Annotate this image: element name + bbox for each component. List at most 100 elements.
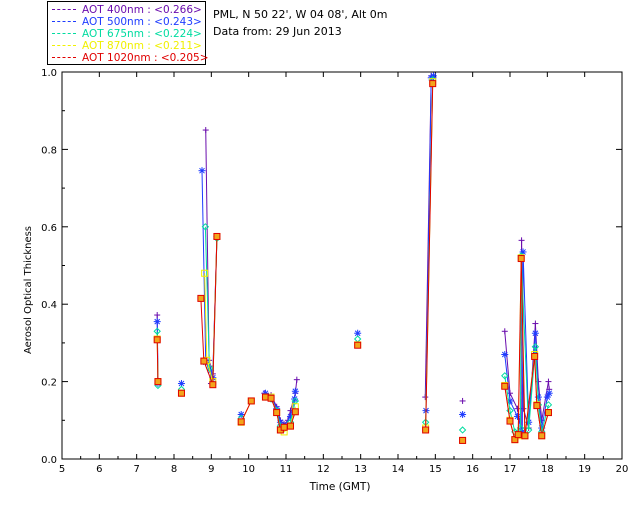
series-line-segment <box>541 412 549 436</box>
y-tick-label: 0.0 <box>41 455 57 466</box>
data-point <box>459 436 467 444</box>
data-point <box>533 402 541 410</box>
y-axis-label: Aerosol Optical Thickness <box>23 226 34 354</box>
data-point <box>513 412 521 420</box>
marker-stroke <box>238 411 245 418</box>
data-point <box>247 397 255 405</box>
data-point <box>293 376 300 383</box>
marker-stroke <box>207 367 214 374</box>
legend-item-500nm: AOT 500nm : <0.243> <box>48 16 205 28</box>
data-point <box>154 378 162 386</box>
data-point <box>291 408 299 416</box>
legend-item-1020nm: AOT 1020nm : <0.205> <box>48 52 209 64</box>
data-point <box>422 394 429 401</box>
series-line-segment <box>504 386 511 422</box>
data-point <box>153 327 161 335</box>
x-tick-label: 6 <box>96 464 102 475</box>
legend-label: AOT 400nm : <0.266> <box>82 4 202 16</box>
data-point <box>459 410 467 418</box>
x-tick-label: 19 <box>578 464 591 475</box>
data-point <box>506 417 514 425</box>
marker-stroke <box>532 330 539 337</box>
series-line-segment <box>509 392 518 409</box>
series-line-segment <box>200 298 205 362</box>
series-line-segment <box>204 273 208 361</box>
data-point <box>280 423 288 431</box>
x-tick-label: 17 <box>504 464 517 475</box>
series-line-segment <box>504 375 511 411</box>
x-tick-label: 14 <box>392 464 405 475</box>
data-point <box>429 80 437 88</box>
data-point <box>535 378 542 385</box>
series-line-segment <box>509 400 518 417</box>
marker-stroke <box>154 318 161 325</box>
data-point <box>198 167 206 175</box>
x-tick-label: 5 <box>59 464 65 475</box>
data-point <box>544 409 552 417</box>
data-point <box>517 255 525 263</box>
legend-swatch <box>52 33 76 34</box>
marker-stroke <box>199 167 205 174</box>
data-point <box>177 389 185 397</box>
data-point <box>202 127 209 134</box>
series-line-segment <box>425 83 434 430</box>
data-date: Data from: 29 Jun 2013 <box>213 25 342 38</box>
legend-label: AOT 500nm : <0.243> <box>82 16 202 28</box>
data-point <box>209 381 217 389</box>
series-line-segment <box>536 405 543 436</box>
marker-stroke <box>459 411 466 418</box>
legend-swatch <box>52 57 76 58</box>
y-tick-label: 0.6 <box>41 223 57 234</box>
series-aot-675nm <box>153 76 553 436</box>
series-line-segment <box>206 360 214 382</box>
data-point <box>201 269 209 277</box>
series-line-segment <box>203 360 214 385</box>
x-tick-label: 13 <box>354 464 367 475</box>
x-tick-label: 12 <box>317 464 330 475</box>
data-point <box>267 394 275 402</box>
data-point <box>237 410 245 418</box>
x-tick-label: 8 <box>171 464 177 475</box>
data-point <box>200 357 208 365</box>
series-line-segment <box>524 356 536 436</box>
data-point <box>531 343 540 351</box>
series-line-segment <box>204 226 210 369</box>
marker-stroke <box>292 388 299 395</box>
data-point <box>458 426 467 434</box>
data-point <box>514 405 521 412</box>
series-line-segment <box>504 354 511 402</box>
data-point <box>518 237 525 244</box>
data-point <box>514 431 522 439</box>
data-point <box>524 426 533 434</box>
data-point <box>207 367 215 375</box>
data-point <box>501 351 509 359</box>
legend-item-675nm: AOT 675nm : <0.224> <box>48 28 205 40</box>
data-point <box>213 232 221 240</box>
data-point <box>354 341 362 349</box>
data-point <box>291 387 299 395</box>
series-layer <box>153 72 553 444</box>
data-point <box>273 409 281 417</box>
x-tick-label: 15 <box>429 464 442 475</box>
data-point <box>422 426 430 434</box>
x-tick-label: 9 <box>208 464 214 475</box>
marker-stroke <box>354 330 361 337</box>
x-axis-label: Time (GMT) <box>309 481 371 493</box>
data-point <box>501 382 509 390</box>
series-line-segment <box>537 381 543 421</box>
y-tick-label: 1.0 <box>41 68 57 79</box>
axis-ticks: 5 6 7 8 9 10 11 12 13 14 15 16 17 18 19 20 0.0 0.2 0.4 0.6 0… <box>41 68 628 475</box>
data-point <box>538 432 546 440</box>
x-tick-label: 18 <box>541 464 554 475</box>
series-line-segment <box>522 251 530 423</box>
x-tick-label: 11 <box>280 464 293 475</box>
marker-stroke <box>178 380 185 387</box>
marker-stroke <box>546 390 553 397</box>
data-point <box>153 336 161 344</box>
data-point <box>520 405 527 412</box>
series-line-segment <box>201 170 207 363</box>
series-line-segment <box>504 331 511 394</box>
data-point <box>544 401 553 409</box>
data-point <box>353 335 362 343</box>
legend-label: AOT 675nm : <0.224> <box>82 28 202 40</box>
